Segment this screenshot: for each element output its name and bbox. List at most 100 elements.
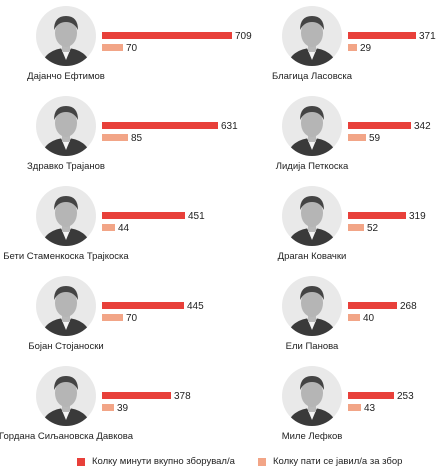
value-label-minutes: 342 <box>414 121 431 132</box>
value-label-minutes: 319 <box>409 211 426 222</box>
bar-minutes <box>102 212 185 219</box>
person-card: Гордана Сиљановска Давкова 378 39 <box>0 366 191 442</box>
value-label-count: 70 <box>126 313 138 324</box>
head-shape <box>55 19 77 47</box>
bar-minutes <box>348 212 406 219</box>
bar-count <box>348 404 361 411</box>
hair-shape <box>54 16 78 30</box>
value-label-count: 29 <box>360 43 372 54</box>
person-card: Миле Лефков 253 43 <box>282 366 414 442</box>
legend-label-count: Колку пати се јавил/а за збор <box>273 456 403 467</box>
bar-count <box>348 224 364 231</box>
head-shape <box>301 379 323 407</box>
neck-shape <box>308 224 316 232</box>
value-label-count: 59 <box>369 133 381 144</box>
bar-minutes <box>102 122 218 129</box>
person-card: Лидија Петкоска 342 59 <box>276 96 431 172</box>
value-label-count: 39 <box>117 403 129 414</box>
legend-item-count: Колку пати се јавил/а за збор <box>258 456 402 467</box>
neck-shape <box>308 314 316 322</box>
bar-count <box>102 224 115 231</box>
avatar <box>282 276 342 336</box>
bar-minutes <box>102 32 232 39</box>
neck-shape <box>62 314 70 322</box>
shoulders-shape <box>288 228 336 246</box>
shoulders-shape <box>288 48 336 66</box>
bar-count <box>348 134 366 141</box>
person-silhouette <box>288 376 336 426</box>
shoulders-shape <box>42 228 90 246</box>
person-silhouette <box>42 16 90 66</box>
bar-minutes <box>348 32 416 39</box>
shoulders-shape <box>42 138 90 156</box>
neck-shape <box>62 134 70 142</box>
value-label-minutes: 631 <box>221 121 238 132</box>
avatar <box>282 186 342 246</box>
hair-shape <box>54 376 78 390</box>
neck-shape <box>62 404 70 412</box>
person-name: Ели Панова <box>286 341 339 352</box>
person-silhouette <box>288 196 336 246</box>
value-label-minutes: 371 <box>419 31 436 42</box>
legend-swatch-minutes <box>77 457 85 466</box>
value-label-count: 40 <box>363 313 375 324</box>
avatar <box>282 6 342 66</box>
person-name: Лидија Петкоска <box>276 161 349 172</box>
neck-shape <box>308 44 316 52</box>
neck-shape <box>308 404 316 412</box>
value-label-minutes: 451 <box>188 211 205 222</box>
value-label-count: 43 <box>364 403 376 414</box>
person-name: Здравко Трајанов <box>27 161 105 172</box>
person-card: Благица Ласовска 371 29 <box>272 6 436 82</box>
value-label-minutes: 445 <box>187 301 204 312</box>
person-name: Дајанчо Ефтимов <box>27 71 105 82</box>
head-shape <box>301 19 323 47</box>
person-card: Бојан Стојаноски 445 70 <box>28 276 204 352</box>
person-silhouette <box>288 106 336 156</box>
avatar <box>282 366 342 426</box>
avatar <box>36 96 96 156</box>
neck-shape <box>308 134 316 142</box>
bar-minutes <box>102 392 171 399</box>
legend-swatch-count <box>258 457 266 466</box>
value-label-minutes: 378 <box>174 391 191 402</box>
hair-shape <box>300 106 324 120</box>
hair-shape <box>54 196 78 210</box>
person-card: Здравко Трајанов 631 85 <box>27 96 238 172</box>
hair-shape <box>300 16 324 30</box>
value-label-minutes: 709 <box>235 31 252 42</box>
legend: Колку минути вкупно зборувал/а Колку пат… <box>0 456 448 470</box>
person-silhouette <box>42 286 90 336</box>
bar-count <box>348 314 360 321</box>
person-silhouette <box>42 376 90 426</box>
bar-count <box>102 314 123 321</box>
head-shape <box>301 199 323 227</box>
hair-shape <box>300 376 324 390</box>
legend-label-minutes: Колку минути вкупно зборувал/а <box>92 456 235 467</box>
value-label-count: 44 <box>118 223 130 234</box>
person-name: Драган Ковачки <box>278 251 347 262</box>
avatar <box>36 276 96 336</box>
person-name: Гордана Сиљановска Давкова <box>0 431 134 442</box>
shoulders-shape <box>288 318 336 336</box>
legend-item-minutes: Колку минути вкупно зборувал/а <box>77 456 235 467</box>
shoulders-shape <box>288 408 336 426</box>
neck-shape <box>62 44 70 52</box>
value-label-count: 70 <box>126 43 138 54</box>
avatar <box>36 186 96 246</box>
avatar <box>282 96 342 156</box>
hair-shape <box>54 106 78 120</box>
bar-count <box>102 44 123 51</box>
head-shape <box>55 109 77 137</box>
person-name: Благица Ласовска <box>272 71 353 82</box>
head-shape <box>55 289 77 317</box>
neck-shape <box>62 224 70 232</box>
avatar <box>36 6 96 66</box>
person-card: Драган Ковачки 319 52 <box>278 186 426 262</box>
person-card: Ели Панова 268 40 <box>282 276 417 352</box>
bar-minutes <box>102 302 184 309</box>
avatar <box>36 366 96 426</box>
head-shape <box>55 199 77 227</box>
value-label-count: 85 <box>131 133 143 144</box>
